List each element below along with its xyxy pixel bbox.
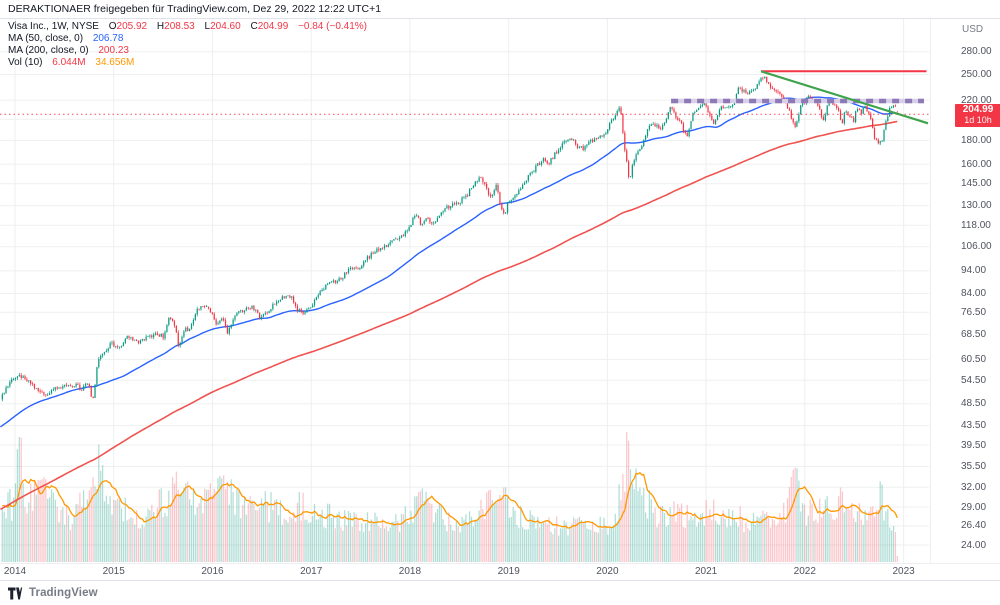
price-tick-label: 43.50	[961, 420, 987, 432]
ohlc-high-value: 208.53	[164, 21, 195, 32]
price-axis[interactable]: USD 204.99 1d 10h 280.00 250.00 220.00 180.…	[930, 19, 1000, 563]
badge-countdown: 1d 10h	[964, 115, 992, 125]
price-tick-label: 26.40	[961, 520, 987, 532]
volume-ma-value: 34.656M	[95, 57, 135, 68]
ohlc-high-label: H	[156, 21, 165, 32]
ohlc-low-value: 204.60	[210, 21, 241, 32]
chart-plot-area[interactable]: Visa Inc., 1W, NYSE O205.92 H208.53 L204…	[0, 19, 930, 563]
ohlc-low-label: L	[204, 21, 211, 32]
current-price-badge: 204.99 1d 10h	[955, 104, 1000, 127]
price-tick-label: 29.00	[961, 501, 987, 513]
year-tick-label: 2017	[300, 566, 323, 577]
change-value: −0.84 (−0.41%)	[298, 21, 367, 32]
price-tick-label: 106.00	[961, 241, 992, 253]
price-tick-label: 76.50	[961, 306, 987, 318]
price-tick-label: 48.50	[961, 398, 987, 410]
legend-ma200-row[interactable]: MA (200, close, 0) 200.23	[8, 45, 367, 57]
legend-ma50-row[interactable]: MA (50, close, 0) 206.78	[8, 33, 367, 45]
price-tick-label: 39.50	[961, 439, 987, 451]
symbol-title[interactable]: Visa Inc., 1W, NYSE	[8, 21, 99, 32]
footer-divider	[0, 580, 1000, 581]
price-tick-label: 84.00	[961, 288, 987, 299]
legend-volume-row[interactable]: Vol (10) 6.044M 34.656M	[8, 57, 367, 69]
year-tick-label: 2019	[497, 566, 520, 577]
price-tick-label: 24.00	[961, 539, 987, 551]
year-tick-label: 2022	[793, 566, 816, 577]
tradingview-attribution[interactable]: TradingView	[8, 583, 98, 603]
time-axis[interactable]: 2014 2015 2016 2017 2018 2019 2020 2021 2022 2023	[0, 563, 930, 580]
header-divider	[0, 18, 1000, 19]
price-tick-label: 54.50	[961, 374, 987, 386]
price-tick-label: 94.00	[961, 265, 987, 277]
legend-symbol-row[interactable]: Visa Inc., 1W, NYSE O205.92 H208.53 L204…	[8, 21, 367, 33]
price-tick-label: 180.00	[961, 134, 992, 146]
price-tick-label: 220.00	[961, 94, 992, 106]
price-tick-label: 130.00	[961, 200, 992, 212]
ma50-label[interactable]: MA (50, close, 0)	[8, 33, 84, 44]
year-tick-label: 2021	[694, 566, 718, 577]
time-axis-divider	[0, 563, 1000, 564]
price-tick-label: 32.00	[961, 481, 987, 493]
year-tick-label: 2020	[596, 566, 619, 577]
volume-bar-value: 6.044M	[52, 57, 86, 68]
ohlc-open-label: O	[108, 21, 117, 32]
price-tick-label: 118.00	[961, 219, 991, 231]
ohlc-open-value: 205.92	[116, 21, 148, 32]
tradingview-logo-icon	[8, 587, 23, 600]
price-tick-label: 145.00	[961, 178, 992, 190]
volume-label[interactable]: Vol (10)	[8, 57, 43, 68]
year-tick-label: 2023	[892, 566, 915, 577]
tradingview-brand-text[interactable]: TradingView	[29, 587, 98, 599]
price-tick-label: 35.50	[961, 460, 987, 472]
year-tick-label: 2015	[102, 566, 125, 577]
price-tick-label: 60.50	[961, 353, 987, 365]
year-tick-label: 2014	[3, 566, 27, 577]
ma50-value: 206.78	[92, 33, 124, 44]
year-tick-label: 2016	[201, 566, 224, 577]
badge-price: 204.99	[962, 104, 994, 115]
price-tick-label: 68.50	[961, 328, 987, 340]
currency-label: USD	[962, 24, 984, 35]
ohlc-close-value: 204.99	[257, 21, 289, 32]
ma200-value: 200.23	[98, 45, 129, 56]
price-tick-label: 250.00	[961, 69, 992, 80]
ma200-label[interactable]: MA (200, close, 0)	[8, 45, 89, 56]
price-tick-label: 280.00	[961, 46, 992, 58]
ohlc-close-label: C	[250, 21, 258, 32]
copyright-text: DERAKTIONAER freigegeben für TradingView…	[8, 3, 382, 15]
year-tick-label: 2018	[398, 566, 422, 577]
chart-legend: Visa Inc., 1W, NYSE O205.92 H208.53 L204…	[8, 21, 367, 69]
price-tick-label: 160.00	[961, 158, 992, 170]
